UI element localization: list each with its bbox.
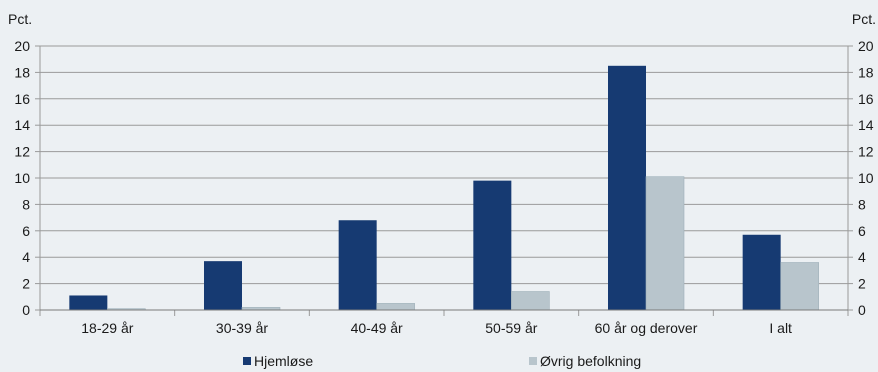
y-tick-label-left: 4	[22, 249, 30, 265]
y-tick-label-left: 14	[14, 117, 30, 133]
x-tick-label: 18-29 år	[81, 320, 133, 336]
y-axis-left: 0 2 4 6 8 10 12 14 16 18 20	[14, 38, 41, 318]
legend: Hjemløse Øvrig befolkning	[243, 353, 641, 369]
bar-ovrig-4	[645, 176, 685, 311]
y-tick-label-right: 0	[858, 302, 866, 318]
y-tick-label-right: 8	[858, 196, 866, 212]
bar-hjemlose-4	[608, 65, 646, 310]
x-tick-label: I alt	[769, 320, 792, 336]
bars	[69, 65, 819, 311]
y-tick-label-right: 4	[858, 249, 866, 265]
bar-ovrig-3	[511, 291, 550, 311]
y-tick-label-right: 14	[858, 117, 874, 133]
y-axis-right: 0 2 4 6 8 10 12 14 16 18 20	[847, 38, 874, 318]
y-tick-label-right: 20	[858, 38, 874, 54]
y-tick-label-right: 18	[858, 64, 874, 80]
x-tick-label: 40-49 år	[351, 320, 403, 336]
y-tick-label-left: 6	[22, 223, 30, 239]
bar-hjemlose-3	[473, 180, 512, 310]
y-tick-label-left: 12	[14, 144, 30, 160]
bar-ovrig-5	[780, 262, 819, 311]
y-tick-label-left: 0	[22, 302, 30, 318]
y-tick-label-left: 10	[14, 170, 30, 186]
bar-ovrig-2	[376, 303, 415, 311]
bar-hjemlose-1	[204, 261, 242, 310]
legend-swatch-hjemlose	[243, 357, 251, 365]
bar-hjemlose-2	[338, 220, 377, 310]
y-tick-label-right: 12	[858, 144, 874, 160]
y-axis-unit-left: Pct.	[8, 11, 32, 27]
y-tick-label-right: 10	[858, 170, 874, 186]
bar-hjemlose-5	[742, 234, 781, 310]
x-tick-label: 50-59 år	[485, 320, 537, 336]
legend-label-ovrig: Øvrig befolkning	[540, 353, 641, 369]
x-tick-label: 30-39 år	[216, 320, 268, 336]
gridlines	[40, 45, 848, 285]
x-tick-label: 60 år og derover	[595, 320, 698, 336]
y-axis-unit-right: Pct.	[852, 11, 876, 27]
legend-label-hjemlose: Hjemløse	[254, 353, 313, 369]
bar-hjemlose-0	[69, 295, 108, 310]
x-axis: 18-29 år 30-39 år 40-49 år 50-59 år 60 år og…	[39, 309, 849, 336]
y-tick-label-left: 8	[22, 196, 30, 212]
y-tick-label-left: 18	[14, 64, 30, 80]
y-tick-label-right: 6	[858, 223, 866, 239]
y-tick-label-left: 16	[14, 91, 30, 107]
y-tick-label-left: 20	[14, 38, 30, 54]
legend-swatch-ovrig	[529, 357, 537, 365]
y-tick-label-right: 16	[858, 91, 874, 107]
y-tick-label-right: 2	[858, 276, 866, 292]
y-tick-label-left: 2	[22, 276, 30, 292]
